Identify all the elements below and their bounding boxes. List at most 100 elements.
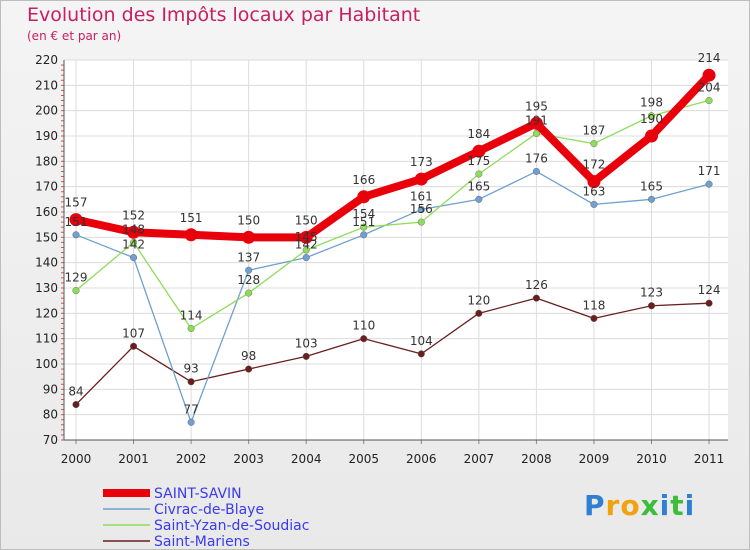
data-point [69, 213, 83, 227]
data-label: 93 [183, 362, 198, 376]
proxiti-logo: Proxiti [584, 489, 695, 522]
data-label: 190 [640, 112, 663, 126]
data-label: 195 [525, 99, 548, 113]
data-point [299, 230, 313, 244]
data-point [705, 97, 713, 105]
data-label: 150 [237, 213, 260, 227]
data-point [184, 228, 198, 242]
data-label: 142 [122, 238, 145, 252]
data-point [532, 294, 540, 302]
data-point [245, 365, 253, 373]
data-point [648, 195, 656, 203]
data-label: 128 [237, 273, 260, 287]
data-point [417, 218, 425, 226]
data-point [242, 230, 256, 244]
data-label: 198 [640, 96, 663, 110]
y-tick-label: 220 [35, 53, 58, 67]
x-tick-label: 2009 [579, 452, 610, 466]
data-point [187, 418, 195, 426]
data-point [72, 231, 80, 239]
x-tick-label: 2008 [521, 452, 552, 466]
y-tick-label: 200 [35, 104, 58, 118]
x-tick-label: 2003 [233, 452, 264, 466]
series-group [69, 68, 716, 426]
x-tick-label: 2001 [118, 452, 149, 466]
data-point [130, 254, 138, 262]
data-label: 77 [183, 402, 198, 416]
logo-letter: P [584, 489, 606, 522]
data-label: 157 [65, 196, 88, 210]
data-label: 114 [180, 309, 203, 323]
y-tick-label: 130 [35, 281, 58, 295]
data-point [302, 352, 310, 360]
legend-label: Civrac-de-Blaye [154, 502, 264, 518]
x-tick-label: 2004 [291, 452, 322, 466]
data-label: 118 [582, 298, 605, 312]
data-label: 107 [122, 326, 145, 340]
data-point [472, 144, 486, 158]
logo-letter: i [684, 489, 696, 522]
data-label: 156 [410, 202, 433, 216]
data-point [417, 205, 425, 213]
data-point [360, 231, 368, 239]
data-label: 142 [295, 238, 318, 252]
logo-letter: x [640, 489, 660, 522]
data-point [417, 350, 425, 358]
series-line-Saint-Mariens [75, 297, 710, 406]
data-label: 165 [640, 179, 663, 193]
series-line-Saint-Yzan-de-Soudiac [75, 99, 710, 330]
data-label: 145 [295, 230, 318, 244]
data-point [648, 112, 656, 120]
data-point [475, 170, 483, 178]
series-line-Civrac-de-Blaye [75, 170, 710, 423]
data-label: 161 [410, 189, 433, 203]
data-label: 150 [295, 213, 318, 227]
data-label: 166 [352, 173, 375, 187]
data-point [130, 238, 138, 246]
data-point [645, 129, 658, 143]
data-point [587, 175, 601, 189]
data-label: 152 [122, 208, 145, 222]
data-label: 151 [65, 215, 88, 229]
data-label: 126 [525, 278, 548, 292]
plot-area [64, 60, 728, 440]
axes: 7080901001101201301401501601701801902002… [35, 53, 728, 466]
data-point [72, 287, 80, 295]
data-label: 151 [180, 211, 203, 225]
x-tick-label: 2011 [694, 452, 725, 466]
grid [64, 59, 728, 441]
x-tick-label: 2010 [636, 452, 667, 466]
x-tick-label: 2006 [406, 452, 437, 466]
y-tick-label: 170 [35, 180, 58, 194]
legend-label: SAINT-SAVIN [154, 486, 242, 502]
data-label: 98 [241, 349, 256, 363]
data-point [187, 325, 195, 333]
data-label: 84 [68, 385, 83, 399]
data-point [705, 180, 713, 188]
data-label: 176 [525, 151, 548, 165]
series-line-SAINT-SAVIN [72, 71, 714, 242]
data-label: 172 [582, 158, 605, 172]
data-label: 163 [582, 184, 605, 198]
data-label: 204 [698, 81, 721, 95]
data-label: 184 [467, 127, 490, 141]
chart-title: Evolution des Impôts locaux par Habitant [27, 4, 421, 26]
x-tick-label: 2002 [176, 452, 207, 466]
data-point [245, 289, 253, 297]
data-point [590, 200, 598, 208]
data-label: 171 [698, 164, 721, 178]
data-label: 154 [352, 207, 375, 221]
data-label: 104 [410, 334, 433, 348]
data-point [414, 172, 428, 186]
data-point [357, 190, 371, 204]
logo-letter: r [605, 489, 621, 522]
data-point [529, 116, 543, 130]
y-tick-label: 150 [35, 230, 58, 244]
data-label: 187 [582, 124, 605, 138]
x-tick-label: 2005 [348, 452, 379, 466]
data-point [648, 302, 656, 310]
y-tick-label: 100 [35, 357, 58, 371]
y-tick-label: 110 [35, 332, 58, 346]
